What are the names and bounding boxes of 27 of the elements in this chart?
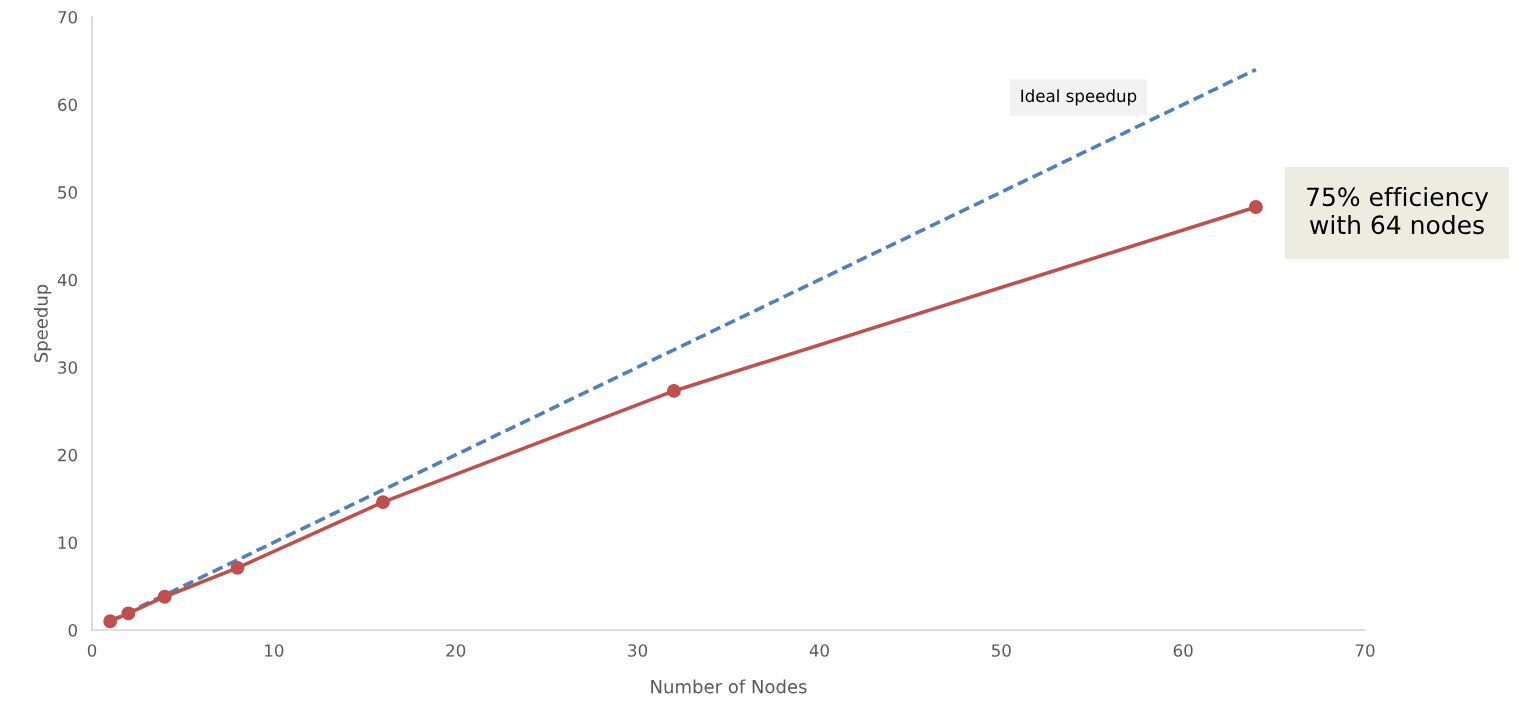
annotation: 75% efficiency with 64 nodes (1307, 186, 1489, 235)
y-tick-label: 20 (58, 448, 77, 462)
series-label: Ideal speedup (1021, 89, 1137, 106)
x-tick-label: 0 (87, 644, 97, 657)
point (103, 614, 118, 629)
x-tick-label: 50 (991, 644, 1011, 657)
point (376, 495, 390, 510)
point (121, 606, 136, 621)
x-tick-label: 20 (446, 644, 466, 657)
y-tick-label: 60 (58, 98, 77, 112)
x-tick-label: 10 (265, 644, 284, 657)
y-tick-label: 50 (58, 186, 77, 199)
y-tick-label: 30 (58, 361, 77, 374)
point (1248, 200, 1263, 214)
x-axis-title: Number of Nodes (651, 679, 807, 694)
y-tick-label: 10 (58, 536, 77, 549)
x-tick-label: 30 (628, 644, 648, 657)
x-tick-label: 60 (1173, 644, 1193, 657)
x-tick-label: 40 (809, 644, 829, 657)
y-axis-title: Speedup (33, 284, 52, 363)
point (666, 383, 681, 398)
x-tick-label: 70 (1355, 644, 1375, 657)
y-tick-label: 0 (68, 623, 77, 637)
y-tick-label: 40 (57, 273, 77, 287)
y-tick-label: 70 (58, 10, 77, 24)
point (157, 589, 172, 604)
point (230, 560, 245, 575)
